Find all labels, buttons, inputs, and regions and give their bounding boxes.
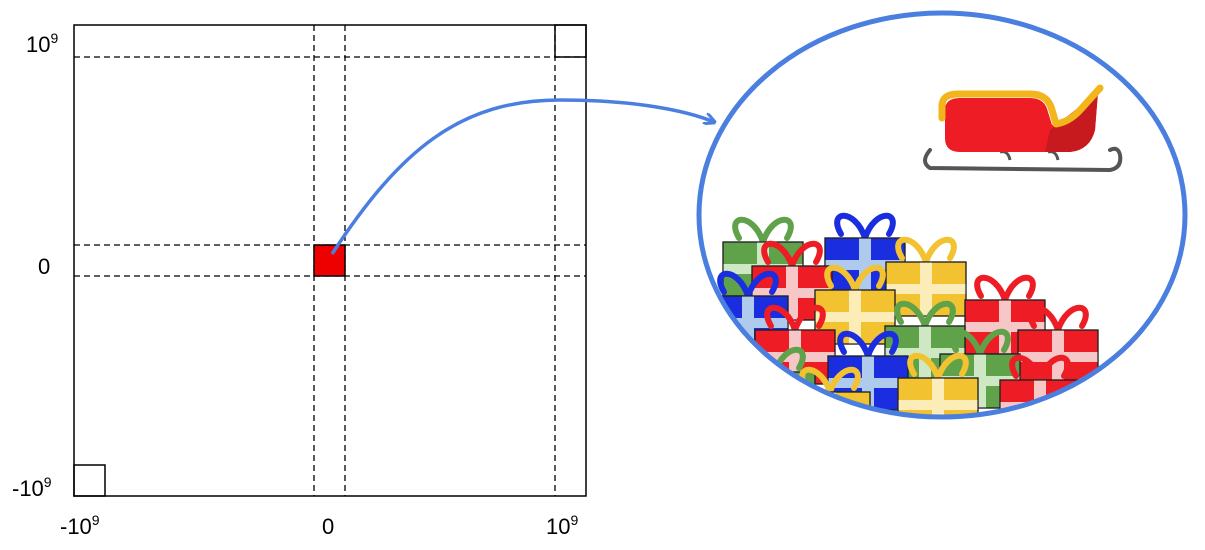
lens-border (696, 10, 1188, 420)
x-label-right: 109 (546, 512, 578, 539)
x-label-middle: 0 (322, 514, 334, 539)
y-label-bottom: -109 (12, 474, 52, 501)
grid-diagram: 109 0 -109 -109 0 109 (12, 24, 587, 539)
corner-cell-top-right (554, 24, 587, 58)
y-label-top: 109 (26, 30, 58, 57)
gift-icon (1017, 304, 1099, 385)
sleigh-icon (923, 84, 1123, 173)
corner-cell-bottom-left (73, 464, 106, 497)
magnified-lens (696, 10, 1188, 420)
center-cell (313, 244, 346, 277)
gift-icon (897, 352, 979, 417)
y-label-middle: 0 (38, 254, 50, 279)
grid-frame (73, 24, 587, 497)
zoom-arrow (330, 98, 714, 255)
gift-pile (707, 212, 1099, 417)
x-label-left: -109 (60, 512, 100, 539)
